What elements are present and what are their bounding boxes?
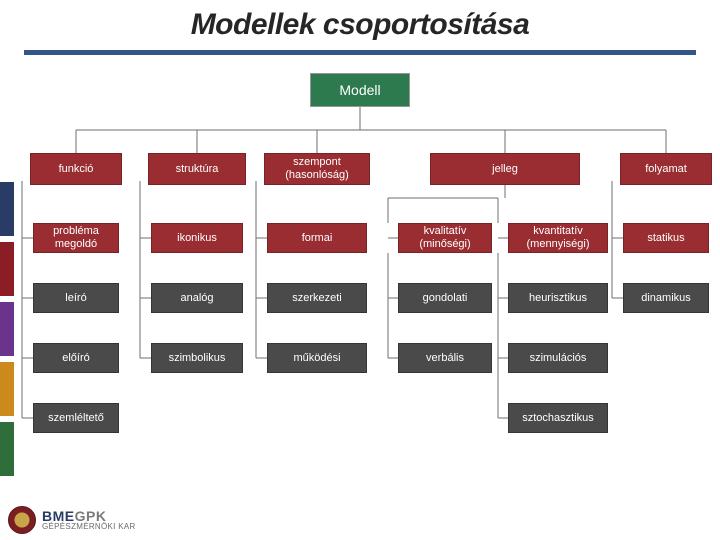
node-szempont-child-1: szerkezeti [267,283,367,313]
node-cat-funkcio: funkció [30,153,122,185]
node-cat-struktura: struktúra [148,153,246,185]
org-chart: Modell funkció probléma megoldó leíró előíró… [0,55,720,485]
footer-logo: BMEGPK GÉPÉSZMÉRNÖKI KAR [8,506,136,534]
node-funkcio-child-3: szemléltető [33,403,119,433]
node-funkcio-child-1: leíró [33,283,119,313]
node-leaf-jelleg-r-2: sztochasztikus [508,403,608,433]
node-leaf-jelleg-r-0: heurisztikus [508,283,608,313]
node-cat-folyamat: folyamat [620,153,712,185]
node-subcat-kvalitativ: kvalitatív (minőségi) [398,223,492,253]
node-funkcio-child-2: előíró [33,343,119,373]
node-cat-jelleg: jelleg [430,153,580,185]
node-root: Modell [310,73,410,107]
node-leaf-jelleg-r-1: szimulációs [508,343,608,373]
node-leaf-jelleg-l-0: gondolati [398,283,492,313]
node-cat-szempont: szempont (hasonlóság) [264,153,370,185]
logo-subtitle: GÉPÉSZMÉRNÖKI KAR [42,523,136,531]
node-subcat-kvantitativ: kvantitatív (mennyiségi) [508,223,608,253]
node-folyamat-child-1: dinamikus [623,283,709,313]
node-struktura-child-0: ikonikus [151,223,243,253]
node-struktura-child-1: analóg [151,283,243,313]
page-title: Modellek csoportosítása [0,8,720,42]
node-struktura-child-2: szimbolikus [151,343,243,373]
node-szempont-child-2: működési [267,343,367,373]
node-szempont-child-0: formai [267,223,367,253]
logo-text: BMEGPK [42,509,136,523]
node-funkcio-child-0: probléma megoldó [33,223,119,253]
node-folyamat-child-0: statikus [623,223,709,253]
node-leaf-jelleg-l-1: verbális [398,343,492,373]
seal-icon [8,506,36,534]
